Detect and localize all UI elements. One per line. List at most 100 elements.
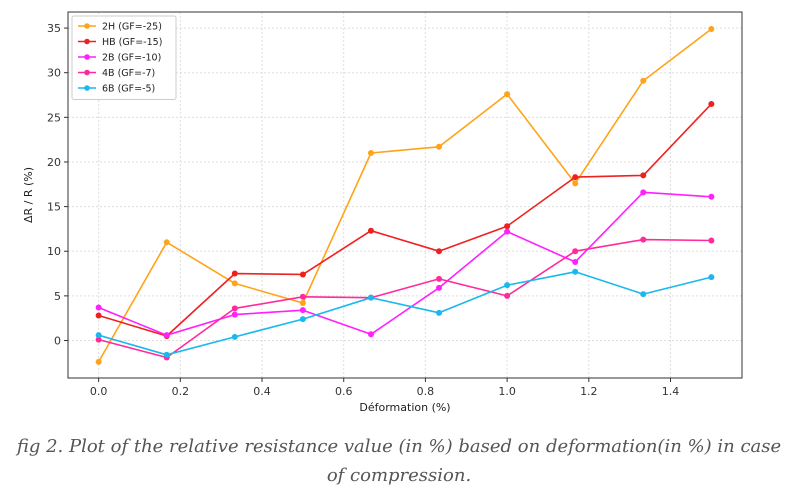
- data-point: [163, 332, 170, 339]
- data-point: [231, 333, 238, 340]
- legend-item: 2H (GF=-25): [78, 22, 162, 33]
- data-point: [640, 77, 647, 84]
- y-tick-label: 0: [54, 335, 61, 348]
- data-point: [367, 227, 374, 234]
- data-point: [708, 274, 715, 281]
- x-tick-label: 1.4: [662, 385, 680, 398]
- x-tick-label: 0.8: [417, 385, 435, 398]
- data-point: [436, 284, 443, 291]
- series-0: [95, 25, 715, 365]
- data-point: [708, 25, 715, 32]
- legend-box: [71, 15, 177, 100]
- series-2: [95, 189, 715, 339]
- legend-label: 6B (GF=-5): [102, 84, 155, 95]
- y-tick-label: 15: [47, 201, 61, 214]
- data-point: [708, 237, 715, 244]
- legend-item: HB (GF=-15): [78, 37, 162, 48]
- data-point: [436, 143, 443, 150]
- x-tick-label: 0.4: [253, 385, 271, 398]
- legend-swatch-marker: [84, 38, 90, 45]
- data-point: [708, 100, 715, 107]
- data-point: [95, 336, 102, 343]
- data-point: [640, 172, 647, 179]
- y-tick-label: 20: [47, 156, 61, 169]
- grid: [68, 12, 742, 378]
- data-point: [231, 280, 238, 287]
- data-point: [163, 239, 170, 246]
- data-point: [572, 268, 579, 275]
- legend-label: HB (GF=-15): [102, 37, 162, 48]
- data-point: [95, 332, 102, 339]
- y-tick-label: 10: [47, 245, 61, 258]
- data-point: [367, 331, 374, 338]
- legend-swatch-marker: [84, 23, 90, 29]
- data-point: [367, 294, 374, 301]
- data-point: [163, 351, 170, 358]
- legend-label: 4B (GF=-7): [102, 68, 155, 79]
- x-axis-label: Déformation (%): [359, 401, 450, 414]
- data-point: [436, 309, 443, 316]
- y-tick-label: 25: [47, 111, 61, 124]
- x-tick-label: 0.0: [90, 385, 108, 398]
- data-point: [367, 150, 374, 157]
- data-point: [572, 180, 579, 187]
- data-point: [640, 291, 647, 298]
- x-tick-label: 1.2: [580, 385, 598, 398]
- data-point: [95, 358, 102, 365]
- data-point: [95, 312, 102, 319]
- y-axis-label: ΔR / R (%): [22, 167, 35, 223]
- series-line: [97, 28, 712, 363]
- data-point: [95, 304, 102, 311]
- legend-swatch-marker: [84, 69, 90, 76]
- legend-item: 4B (GF=-7): [78, 68, 155, 79]
- series-line: [98, 238, 712, 359]
- data-point: [504, 282, 511, 289]
- legend: 2H (GF=-25) HB (GF=-15) 2B (GF=-10) 4B (GF=…: [71, 15, 177, 100]
- caption-line-2: of compression.: [326, 465, 472, 486]
- data-point: [436, 248, 443, 255]
- legend-swatch-marker: [84, 54, 90, 60]
- data-point: [708, 193, 715, 200]
- series-line: [98, 270, 712, 356]
- y-tick-label: 35: [47, 22, 61, 35]
- legend-item: 2B (GF=-10): [78, 53, 161, 64]
- data-point: [504, 91, 511, 98]
- axis-ticks: 0.0 0.2 0.4 0.6 0.8 1.0 1.2 1.4 0 5 10 15 20 25 30 35: [47, 22, 679, 398]
- data-point: [504, 228, 511, 235]
- data-point: [299, 307, 306, 314]
- data-point: [640, 189, 647, 196]
- series-line: [98, 103, 712, 337]
- data-point: [299, 316, 306, 323]
- data-point: [231, 311, 238, 318]
- data-point: [436, 275, 443, 282]
- data-point: [504, 223, 511, 230]
- series-1: [95, 100, 715, 340]
- caption-line-1: fig 2. Plot of the relative resistance v…: [16, 436, 782, 457]
- data-point: [299, 300, 306, 307]
- plot-frame: [67, 11, 743, 379]
- data-point: [572, 258, 579, 265]
- legend-swatch-marker: [84, 85, 90, 91]
- legend-item: 6B (GF=-5): [78, 84, 155, 95]
- x-tick-label: 1.0: [498, 385, 516, 398]
- data-point: [572, 174, 579, 181]
- data-point: [299, 271, 306, 278]
- figure-caption: fig 2. Plot of the relative resistance v…: [0, 432, 798, 490]
- y-tick-label: 5: [54, 290, 61, 303]
- x-tick-label: 0.6: [335, 385, 353, 398]
- series-3: [95, 236, 715, 361]
- data-point: [640, 236, 647, 243]
- y-tick-label: 30: [47, 67, 61, 80]
- data-point: [231, 305, 238, 312]
- x-tick-label: 0.2: [172, 385, 190, 398]
- legend-label: 2B (GF=-10): [102, 53, 161, 64]
- data-point: [572, 248, 579, 255]
- legend-label: 2H (GF=-25): [102, 22, 162, 33]
- series-lines: [95, 25, 715, 365]
- data-point: [231, 270, 238, 277]
- data-point: [504, 292, 511, 299]
- series-line: [98, 191, 712, 337]
- line-chart: 0.0 0.2 0.4 0.6 0.8 1.0 1.2 1.4 0 5 10 15 20 25 30 35 D…: [22, 11, 743, 414]
- series-4: [95, 268, 715, 358]
- data-point: [299, 293, 306, 300]
